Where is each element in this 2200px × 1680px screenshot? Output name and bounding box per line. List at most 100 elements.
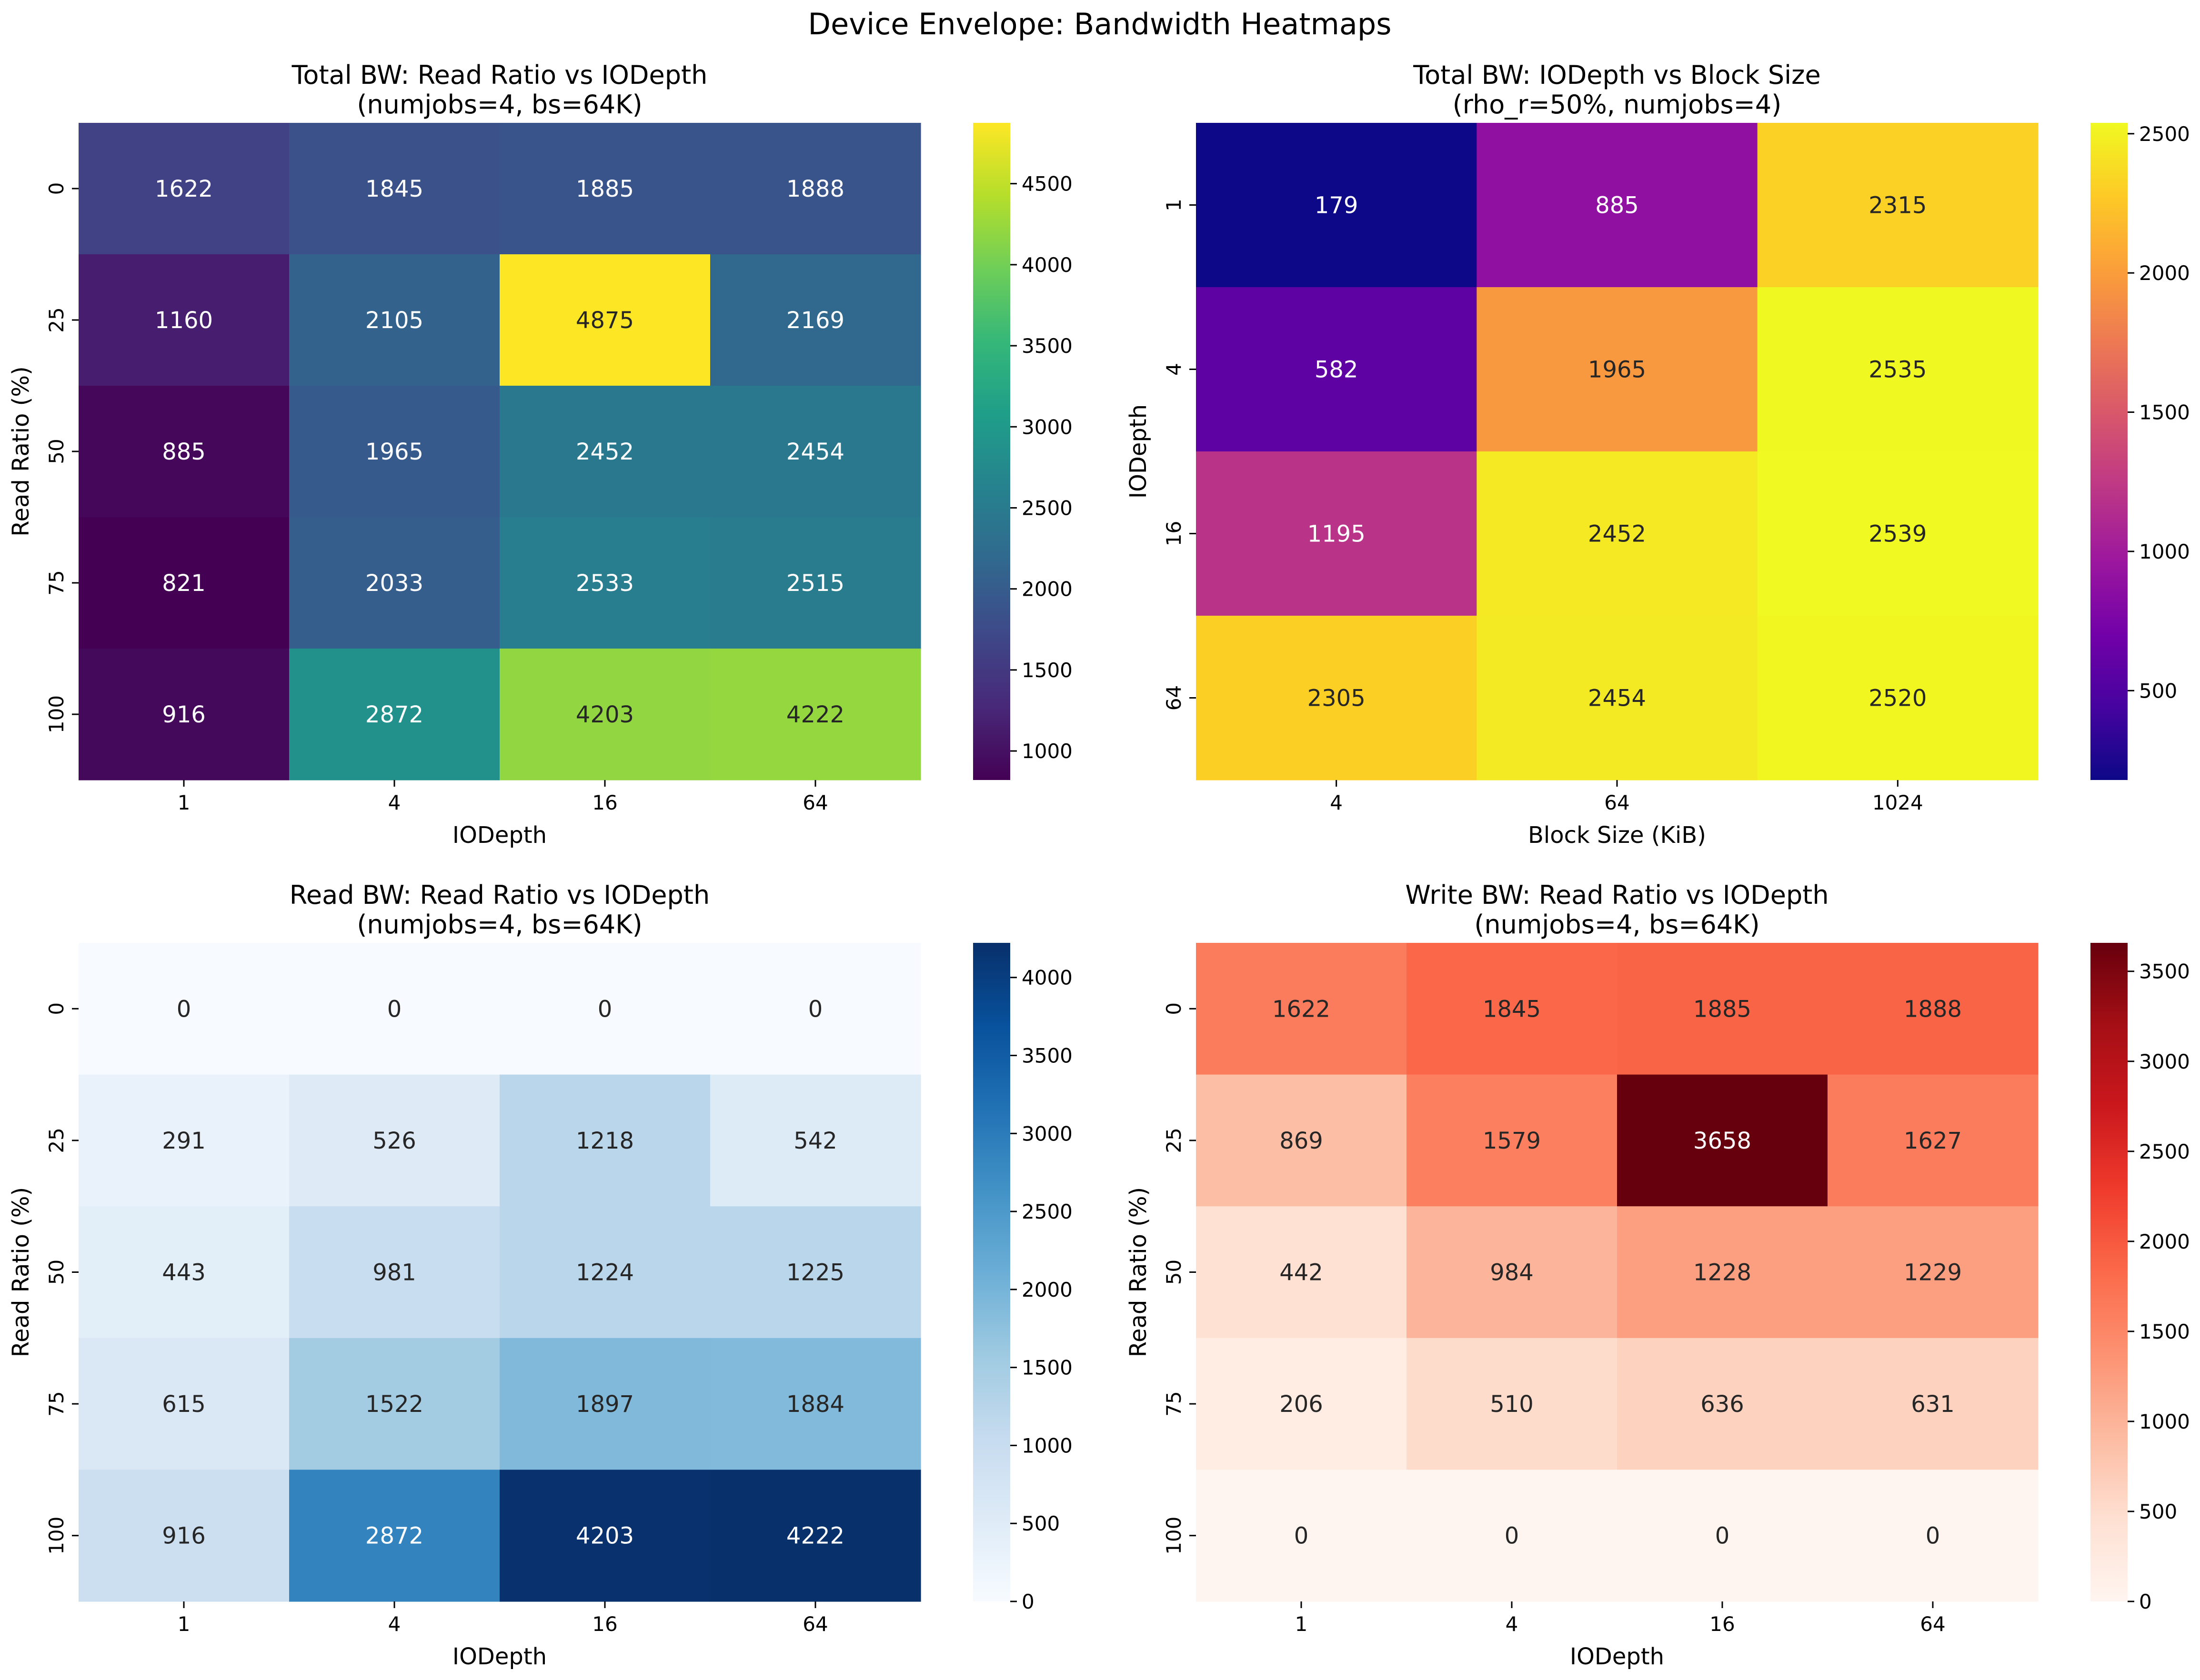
cell-value-label: 510 — [1490, 1391, 1534, 1418]
heatmap-cell — [1477, 451, 1758, 616]
colorbar-tick-label: 3500 — [2139, 960, 2190, 983]
x-axis-label: IODepth — [452, 822, 547, 849]
x-tick-label: 4 — [1330, 791, 1343, 814]
heatmap-cell — [1757, 123, 2039, 288]
cell-value-label: 179 — [1315, 192, 1358, 219]
heatmap-cell — [710, 1338, 921, 1470]
x-axis-label: IODepth — [1570, 1643, 1664, 1670]
y-tick-label: 25 — [45, 307, 68, 332]
x-tick-label: 1024 — [1872, 791, 1923, 814]
colorbar-tick-label: 4000 — [1022, 253, 1073, 277]
y-tick-label: 100 — [1162, 1517, 1185, 1555]
heatmap-cell — [500, 517, 711, 649]
y-tick-label: 50 — [45, 439, 68, 464]
colorbar-tick-label: 1500 — [2139, 1320, 2190, 1343]
x-tick-label: 1 — [178, 1612, 191, 1636]
heatmap-cell — [1196, 616, 1477, 780]
cell-value-label: 1897 — [576, 1391, 634, 1418]
colorbar-tick-label: 3000 — [1022, 1122, 1073, 1145]
cell-value-label: 2305 — [1307, 685, 1366, 712]
cell-value-label: 582 — [1315, 357, 1358, 383]
cell-value-label: 1965 — [1588, 357, 1646, 383]
heatmap-cell — [289, 1074, 500, 1207]
cell-value-label: 291 — [162, 1128, 206, 1154]
colorbar — [2090, 943, 2128, 1601]
x-tick-label: 64 — [1604, 791, 1629, 814]
cell-value-label: 1228 — [1693, 1260, 1751, 1286]
colorbar-tick-label: 1500 — [1022, 1356, 1073, 1380]
heatmap-cell — [1196, 943, 1407, 1075]
x-tick-label: 4 — [388, 1612, 401, 1636]
cell-value-label: 2452 — [576, 439, 634, 465]
cell-value-label: 1888 — [786, 176, 844, 202]
heatmap-cell — [1196, 1338, 1407, 1470]
heatmap-panel-2: Total BW: IODepth vs Block Size (rho_r=50… — [1125, 60, 2190, 849]
panel-title: Total BW: Read Ratio vs IODepth (numjobs=… — [291, 60, 708, 120]
cell-value-label: 916 — [162, 1523, 206, 1550]
cell-value-label: 1160 — [155, 307, 213, 334]
heatmap-cell — [1617, 1338, 1828, 1470]
cell-value-label: 2105 — [365, 307, 423, 334]
heatmap-cell — [1828, 1074, 2039, 1207]
cell-value-label: 1229 — [1904, 1260, 1962, 1286]
cell-value-label: 3658 — [1693, 1128, 1751, 1154]
heatmap-cell — [500, 1206, 711, 1339]
heatmap-cell — [710, 1074, 921, 1207]
heatmap-cell — [1828, 943, 2039, 1075]
heatmap-cell — [710, 1470, 921, 1602]
colorbar-tick-label: 2500 — [2139, 122, 2190, 146]
heatmap-cell — [79, 1074, 290, 1207]
cell-value-label: 0 — [808, 996, 823, 1022]
heatmap-cell — [1406, 1074, 1617, 1207]
cell-value-label: 981 — [372, 1260, 416, 1286]
cell-value-label: 1965 — [365, 439, 423, 465]
heatmap-cell — [1196, 1470, 1407, 1602]
heatmap-cell — [1757, 616, 2039, 780]
heatmap-cell — [1617, 1470, 1828, 1602]
cell-value-label: 1225 — [786, 1260, 844, 1286]
cell-value-label: 0 — [1926, 1523, 1940, 1550]
colorbar-tick-label: 1500 — [1022, 659, 1073, 682]
heatmap-cell — [710, 123, 921, 255]
heatmap-cell — [1617, 1074, 1828, 1207]
cell-value-label: 984 — [1490, 1260, 1534, 1286]
colorbar-tick-label: 500 — [2139, 679, 2177, 702]
heatmap-cell — [1617, 1206, 1828, 1339]
heatmap-cell — [289, 517, 500, 649]
heatmap-panel-1: Total BW: Read Ratio vs IODepth (numjobs=… — [8, 60, 1073, 849]
panel-title: Write BW: Read Ratio vs IODepth (numjobs=… — [1405, 880, 1828, 940]
colorbar-tick-label: 2500 — [1022, 1200, 1073, 1223]
cell-value-label: 2452 — [1588, 521, 1646, 548]
heatmap-cell — [1196, 451, 1477, 616]
y-tick-label: 100 — [45, 695, 68, 733]
y-tick-label: 64 — [1162, 685, 1185, 710]
heatmap-cell — [710, 649, 921, 780]
heatmap-cell — [289, 1470, 500, 1602]
x-axis-label: Block Size (KiB) — [1528, 822, 1706, 849]
cell-value-label: 631 — [1911, 1391, 1955, 1418]
cell-value-label: 1522 — [365, 1391, 423, 1418]
x-tick-label: 64 — [803, 1612, 828, 1636]
heatmap-cell — [1406, 1206, 1617, 1339]
cell-value-label: 1845 — [365, 176, 423, 202]
cell-value-label: 2535 — [1868, 357, 1927, 383]
heatmap-cell — [289, 649, 500, 780]
heatmap-cell — [79, 943, 290, 1075]
heatmap-cell — [1406, 1338, 1617, 1470]
heatmap-cell — [1477, 123, 1758, 288]
colorbar — [973, 943, 1010, 1601]
y-tick-label: 4 — [1162, 363, 1185, 376]
heatmap-cell — [289, 943, 500, 1075]
colorbar — [973, 123, 1010, 780]
heatmap-cell — [1757, 287, 2039, 452]
x-tick-label: 1 — [1295, 1612, 1308, 1636]
heatmap-cell — [79, 386, 290, 518]
cell-value-label: 4203 — [576, 701, 634, 728]
heatmap-cell — [710, 517, 921, 649]
heatmap-cell — [500, 943, 711, 1075]
colorbar-tick-label: 4500 — [1022, 172, 1073, 196]
heatmap-cell — [79, 1470, 290, 1602]
cell-value-label: 206 — [1279, 1391, 1323, 1418]
cell-value-label: 4875 — [576, 307, 634, 334]
heatmap-cell — [79, 517, 290, 649]
